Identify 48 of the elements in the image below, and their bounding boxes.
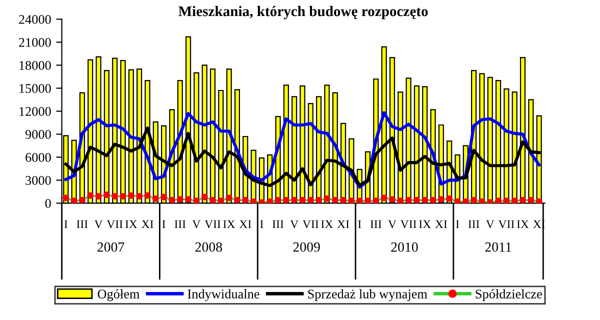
x-tick-label: I — [358, 220, 362, 228]
x-tick-label: VII — [400, 220, 416, 228]
text: 2010 — [391, 242, 418, 252]
x-tick-label: I — [64, 220, 68, 228]
y-tick-label: 9000 — [25, 130, 51, 139]
legend-label: Ogółem — [98, 289, 140, 302]
y-tick-label: 15000 — [20, 84, 51, 93]
x-tick-label: I — [260, 220, 264, 228]
text: 2011 — [485, 242, 512, 252]
x-tick-label: IX — [516, 220, 529, 228]
text: 2008 — [195, 242, 222, 252]
x-tick-label: III — [76, 220, 88, 228]
y-tick-label: 12000 — [20, 107, 51, 116]
y-tick-label: 0 — [45, 199, 51, 208]
y-tick-label: 6000 — [26, 153, 51, 162]
x-tick-label: IX — [419, 220, 431, 228]
x-tick-label: III — [272, 220, 284, 228]
x-tick-label: XI — [239, 220, 252, 228]
x-tick-label: VII — [498, 220, 514, 228]
x-tick-label: V — [192, 220, 201, 228]
text: 2009 — [293, 242, 320, 252]
chart-title: Mieszkania, których budowę rozpoczęto — [178, 6, 428, 20]
x-tick-label: IX — [321, 220, 333, 228]
legend-label: Spółdzielcze — [476, 289, 542, 302]
x-tick-label: IX — [125, 220, 138, 228]
x-tick-label: III — [468, 220, 480, 228]
x-tick-label: III — [174, 220, 186, 228]
x-tick-label: V — [94, 220, 103, 228]
y-tick-label: 3000 — [26, 176, 51, 185]
y-tick-label: 18000 — [20, 61, 51, 70]
x-tick-label: I — [162, 220, 166, 228]
x-tick-label: V — [388, 220, 396, 228]
x-tick-label: XI — [337, 220, 350, 228]
x-tick-label: IX — [223, 220, 236, 228]
y-tick-label: 24000 — [18, 15, 51, 24]
x-tick-label: V — [290, 220, 298, 228]
x-tick-label: VII — [106, 220, 123, 228]
x-tick-label: XI — [142, 220, 154, 228]
text: 2007 — [97, 242, 124, 252]
x-tick-label: XI — [435, 220, 447, 228]
legend-label: Indywidualne — [188, 289, 260, 302]
x-tick-label: III — [370, 220, 382, 228]
legend-label: Sprzedaż lub wynajem — [308, 289, 428, 302]
y-tick-label: 21000 — [18, 38, 51, 47]
x-tick-label: VII — [204, 220, 221, 228]
x-tick-label: VII — [302, 220, 318, 228]
x-tick-label: I — [456, 220, 460, 228]
x-tick-label: V — [486, 220, 494, 228]
